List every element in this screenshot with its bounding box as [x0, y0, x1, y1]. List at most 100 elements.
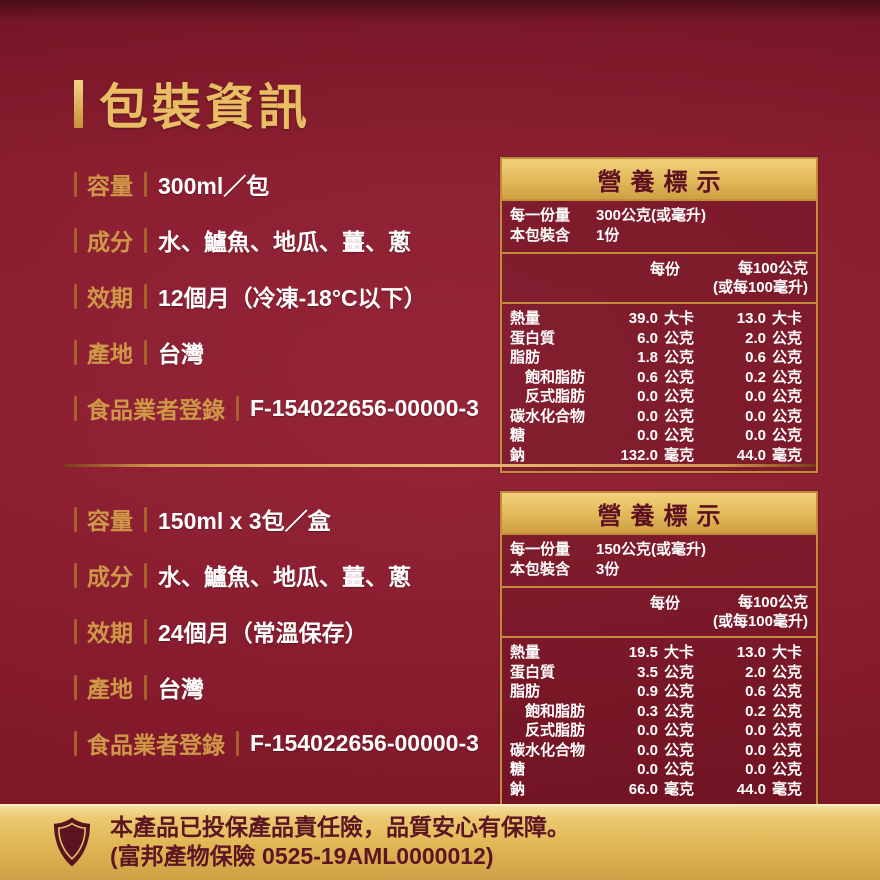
per-100g-value: 0.6	[745, 349, 766, 366]
per-serving-unit: 公克	[664, 761, 695, 778]
per-serving-unit: 大卡	[664, 644, 695, 661]
spec-value: 台灣	[158, 676, 204, 702]
spec-row: 成分 水、鱸魚、地瓜、薑、蔥	[74, 224, 504, 256]
per-100g-value: 44.0	[736, 446, 766, 464]
per-serving-value: 0.0	[637, 407, 658, 425]
nutrition-row: 脂肪 0.9 公克 0.6 公克	[502, 682, 816, 702]
per-100g-unit: 公克	[772, 741, 803, 759]
nutrient-name: 熱量	[510, 310, 541, 327]
per-100g-value: 2.0	[745, 663, 766, 681]
serving-size-label: 每一份量	[510, 541, 571, 558]
per-100g-value: 44.0	[736, 780, 766, 798]
spec-value: 水、鱸魚、地瓜、薑、蔥	[158, 229, 411, 255]
nutrient-name: 反式脂肪	[510, 388, 586, 405]
per-100g-value: 0.2	[745, 702, 766, 720]
nutrition-row: 碳水化合物 0.0 公克 0.0 公克	[502, 407, 816, 427]
per-serving-value: 1.8	[637, 349, 658, 366]
per-serving-unit: 公克	[664, 741, 695, 759]
column-headers: 每份 每100公克 (或每100毫升)	[502, 588, 816, 638]
per-serving-value: 0.0	[637, 761, 658, 778]
nutrient-name: 脂肪	[510, 349, 541, 366]
insurance-text: 本產品已投保產品責任險，品質安心有保障。 (富邦產物保險 0525-19AML0…	[110, 813, 570, 871]
nutrition-row: 飽和脂肪 0.3 公克 0.2 公克	[502, 702, 816, 722]
nutrition-table-title: 營養標示	[502, 493, 816, 533]
nutrient-name: 反式脂肪	[510, 722, 586, 739]
per-serving-unit: 公克	[664, 683, 695, 700]
nutrient-name: 飽和脂肪	[510, 702, 586, 720]
spec-value: 台灣	[158, 341, 204, 367]
spec-divider-bar	[74, 283, 77, 309]
per-100g-unit: 大卡	[772, 310, 803, 327]
col2-header: 每100公克 (或每100毫升)	[712, 260, 808, 296]
spec-label: 容量	[87, 508, 133, 534]
spec-row: 食品業者登錄 F-154022656-00000-3	[74, 392, 504, 424]
spec-divider-bar	[144, 339, 147, 365]
nutrition-row: 碳水化合物 0.0 公克 0.0 公克	[502, 741, 816, 761]
per-serving-unit: 公克	[664, 349, 695, 366]
per-100g-unit: 毫克	[772, 780, 803, 798]
per-100g-unit: 公克	[772, 388, 803, 405]
spec-value: F-154022656-00000-3	[250, 729, 479, 756]
spec-label: 成分	[87, 229, 133, 255]
serving-size-label: 每一份量	[510, 207, 571, 224]
per-100g-unit: 公克	[772, 368, 803, 386]
per-serving-value: 6.0	[637, 329, 658, 347]
per-100g-value: 0.0	[745, 427, 766, 444]
spec-divider-bar	[74, 339, 77, 365]
per-100g-unit: 公克	[772, 329, 803, 347]
nutrient-name: 糖	[510, 427, 526, 444]
spec-row: 產地 台灣	[74, 336, 504, 368]
per-serving-value: 0.0	[637, 388, 658, 405]
nutrition-row: 反式脂肪 0.0 公克 0.0 公克	[502, 721, 816, 741]
nutrition-row: 脂肪 1.8 公克 0.6 公克	[502, 348, 816, 368]
spec-divider-bar	[74, 730, 77, 756]
nutrition-row: 鈉 66.0 毫克 44.0 毫克	[502, 780, 816, 800]
per-serving-unit: 公克	[664, 329, 695, 347]
page-title: 包裝資訊	[74, 68, 311, 139]
spec-value: F-154022656-00000-3	[250, 394, 479, 421]
spec-divider-bar	[74, 562, 77, 588]
per-100g-value: 0.0	[745, 388, 766, 405]
nutrition-table-2: 營養標示 每一份量 150公克(或毫升) 本包裝含 3份 每份 每100公克 (…	[500, 491, 818, 807]
per-100g-unit: 大卡	[772, 644, 803, 661]
per-serving-value: 0.9	[637, 683, 658, 700]
spec-divider-bar	[74, 506, 77, 532]
spec-row: 產地 台灣	[74, 671, 504, 703]
spec-divider-bar	[144, 506, 147, 532]
per-serving-value: 132.0	[620, 446, 658, 464]
spec-row: 效期 24個月（常溫保存）	[74, 615, 504, 647]
spec-value: 24個月（常溫保存）	[158, 620, 368, 646]
per-serving-value: 39.0	[628, 310, 658, 327]
nutrition-row: 熱量 19.5 大卡 13.0 大卡	[502, 643, 816, 663]
spec-value: 150ml x 3包／盒	[158, 508, 331, 534]
per-100g-unit: 公克	[772, 427, 803, 444]
nutrient-name: 碳水化合物	[510, 741, 586, 759]
per-100g-unit: 公克	[772, 349, 803, 366]
per-100g-value: 0.0	[745, 407, 766, 425]
per-serving-unit: 毫克	[664, 446, 695, 464]
per-100g-unit: 公克	[772, 761, 803, 778]
per-serving-value: 0.6	[637, 368, 658, 386]
servings-value: 3份	[596, 561, 620, 578]
servings-value: 1份	[596, 227, 620, 244]
spec-label: 容量	[87, 173, 133, 199]
nutrition-table-title: 營養標示	[502, 159, 816, 199]
nutrition-row: 熱量 39.0 大卡 13.0 大卡	[502, 309, 816, 329]
nutrition-row: 糖 0.0 公克 0.0 公克	[502, 760, 816, 780]
nutrient-name: 糖	[510, 761, 526, 778]
per-serving-value: 0.0	[637, 427, 658, 444]
insurance-banner: 本產品已投保產品責任險，品質安心有保障。 (富邦產物保險 0525-19AML0…	[0, 804, 880, 880]
spec-row: 效期 12個月（冷凍-18°C以下）	[74, 280, 504, 312]
per-serving-unit: 公克	[664, 368, 695, 386]
nutrition-row: 蛋白質 6.0 公克 2.0 公克	[502, 329, 816, 349]
nutrient-name: 飽和脂肪	[510, 368, 586, 386]
col1-header: 每份	[649, 261, 680, 278]
shield-icon	[50, 816, 94, 868]
nutrient-name: 熱量	[510, 644, 541, 661]
spec-label: 食品業者登錄	[87, 397, 225, 423]
per-serving-unit: 公克	[664, 427, 695, 444]
spec-divider-bar	[144, 171, 147, 197]
per-100g-unit: 公克	[772, 702, 803, 720]
nutrient-name: 蛋白質	[510, 329, 556, 347]
page-title-text: 包裝資訊	[99, 81, 312, 135]
